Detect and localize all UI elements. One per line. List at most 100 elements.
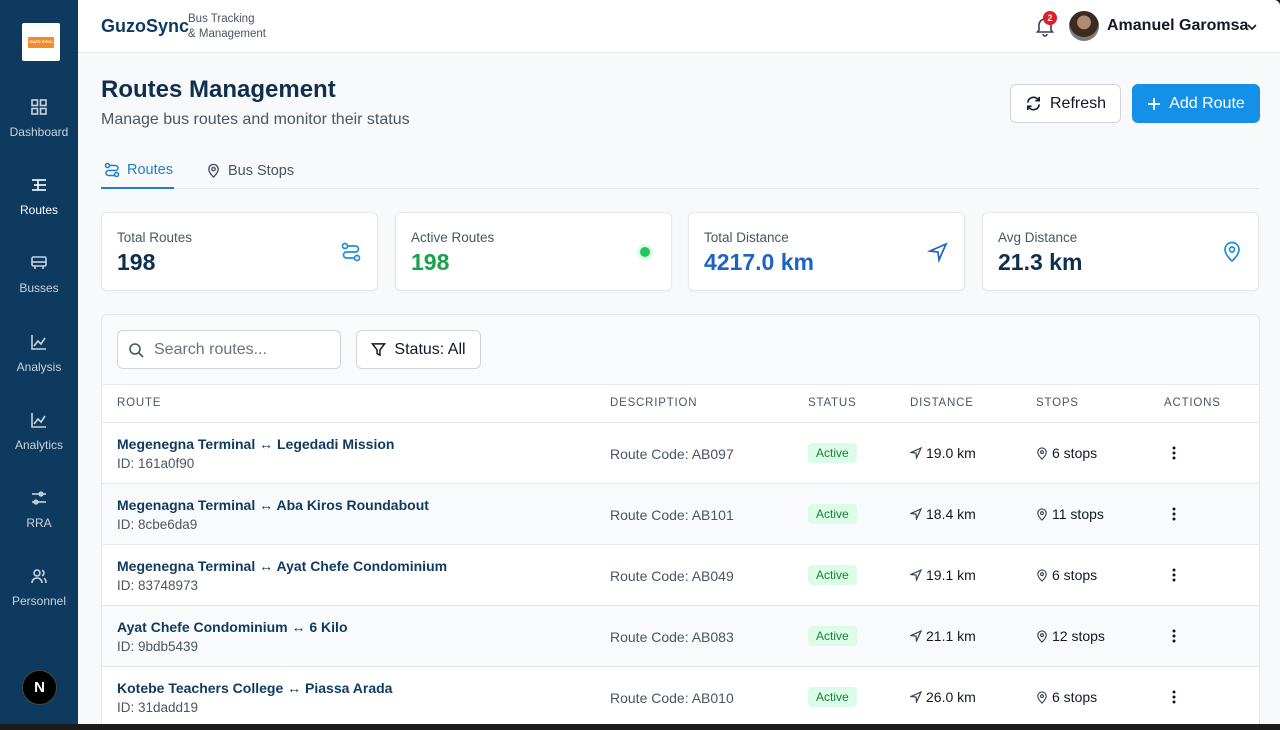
route-description: Route Code: AB083: [610, 629, 734, 645]
next-badge[interactable]: N: [22, 670, 57, 705]
more-vertical-icon: [1172, 446, 1176, 460]
navigation-arrow-icon: [910, 691, 922, 703]
status-dot-icon: [637, 244, 653, 260]
search-box: [117, 330, 341, 369]
status-badge: Active: [808, 626, 857, 646]
stat-card-total-distance: Total Distance 4217.0 km: [688, 212, 965, 291]
status-badge: Active: [808, 565, 857, 585]
column-header-description: DESCRIPTION: [610, 397, 698, 409]
stat-card-active-routes: Active Routes 198: [395, 212, 672, 291]
status-badge: Active: [808, 687, 857, 707]
route-icon: [341, 242, 361, 262]
refresh-icon: [1027, 96, 1040, 111]
route-distance: 19.0 km: [910, 445, 976, 461]
route-name[interactable]: Kotebe Teachers College ↔ Piassa Arada: [117, 680, 393, 696]
stat-card-avg-distance: Avg Distance 21.3 km: [982, 212, 1259, 291]
navigation-arrow-icon: [910, 447, 922, 459]
route-name[interactable]: Megenegna Terminal ↔ Legedadi Mission: [117, 436, 395, 452]
stops-value: 12 stops: [1052, 628, 1105, 644]
route-distance: 26.0 km: [910, 689, 976, 705]
tab-routes[interactable]: Routes: [101, 152, 174, 189]
row-actions-button[interactable]: [1164, 442, 1184, 464]
sidebar-item-busses[interactable]: Busses: [0, 246, 78, 306]
table-toolbar: Status: All: [102, 315, 1259, 385]
sidebar-item-personnel[interactable]: Personnel: [0, 559, 78, 619]
bus-icon: [28, 252, 50, 274]
map-pin-icon: [1224, 241, 1240, 263]
add-route-label: Add Route: [1169, 94, 1245, 112]
sidebar-item-label: Busses: [19, 281, 59, 295]
tab-bar: Routes Bus Stops: [101, 152, 1259, 189]
sidebar-item-analytics[interactable]: Analytics: [0, 403, 78, 463]
route-distance: 19.1 km: [910, 567, 976, 583]
row-actions-button[interactable]: [1164, 686, 1184, 708]
column-header-status: STATUS: [808, 397, 857, 409]
top-bar: GuzoSync Bus Tracking & Management 2 Ama…: [78, 0, 1280, 53]
search-input[interactable]: [154, 331, 334, 368]
logo-mark-icon: GUZO SYNC: [28, 36, 54, 48]
column-header-route: ROUTE: [117, 397, 162, 409]
add-route-button[interactable]: Add Route: [1132, 84, 1260, 123]
map-pin-icon: [208, 163, 219, 178]
route-stops: 6 stops: [1036, 567, 1097, 583]
stat-value: 198: [411, 249, 450, 275]
route-description: Route Code: AB049: [610, 568, 734, 584]
status-badge: Active: [808, 443, 857, 463]
map-pin-icon: [1037, 507, 1047, 521]
main-content: GuzoSync Bus Tracking & Management 2 Ama…: [78, 0, 1280, 724]
page-title: Routes Management: [101, 76, 336, 103]
row-actions-button[interactable]: [1164, 503, 1184, 525]
sidebar-item-label: Personnel: [11, 594, 67, 608]
user-name[interactable]: Amanuel Garomsa: [1107, 17, 1249, 34]
route-icon: [104, 162, 120, 177]
tab-bus-stops[interactable]: Bus Stops: [206, 152, 294, 189]
sidebar-item-dashboard[interactable]: Dashboard: [0, 90, 78, 150]
route-distance: 18.4 km: [910, 506, 976, 522]
sidebar: GUZO SYNC Dashboard Routes Busses Analys…: [0, 0, 78, 724]
status-filter-button[interactable]: Status: All: [356, 330, 481, 369]
route-name[interactable]: Megenagna Terminal ↔ Aba Kiros Roundabou…: [117, 497, 429, 513]
sidebar-item-label: Dashboard: [9, 125, 69, 139]
app-logo[interactable]: GUZO SYNC: [22, 23, 60, 61]
stops-value: 6 stops: [1052, 689, 1098, 705]
table-header: ROUTE DESCRIPTION STATUS DISTANCE STOPS …: [102, 385, 1259, 422]
map-pin-icon: [1037, 568, 1047, 582]
notification-count-badge: 2: [1043, 11, 1057, 25]
route-id: ID: 161a0f90: [117, 456, 195, 471]
routes-icon: [28, 174, 50, 196]
sidebar-item-routes[interactable]: Routes: [0, 168, 78, 228]
route-id: ID: 31dadd19: [117, 700, 199, 715]
table-row[interactable]: Megenegna Terminal ↔ Legedadi Mission ID…: [102, 422, 1259, 483]
route-description: Route Code: AB101: [610, 507, 734, 523]
row-actions-button[interactable]: [1164, 625, 1184, 647]
stat-label: Total Routes: [117, 230, 193, 245]
table-row[interactable]: Megenegna Terminal ↔ Ayat Chefe Condomin…: [102, 544, 1259, 605]
chevron-down-icon[interactable]: [1245, 20, 1259, 34]
sidebar-item-label: Analytics: [14, 438, 64, 452]
stat-label: Active Routes: [411, 230, 495, 245]
table-row[interactable]: Kotebe Teachers College ↔ Piassa Arada I…: [102, 666, 1259, 724]
column-header-distance: DISTANCE: [910, 397, 974, 409]
refresh-button[interactable]: Refresh: [1010, 84, 1121, 123]
table-row[interactable]: Megenagna Terminal ↔ Aba Kiros Roundabou…: [102, 483, 1259, 544]
sliders-icon: [28, 487, 50, 509]
map-pin-icon: [1037, 690, 1047, 704]
stat-label: Avg Distance: [998, 230, 1078, 245]
route-name[interactable]: Ayat Chefe Condominium ↔ 6 Kilo: [117, 619, 348, 635]
table-row[interactable]: Ayat Chefe Condominium ↔ 6 Kilo ID: 9bdb…: [102, 605, 1259, 666]
navigation-arrow-icon: [910, 508, 922, 520]
chart-line-icon: [28, 409, 50, 431]
sidebar-item-rra[interactable]: RRA: [0, 481, 78, 541]
search-icon: [129, 343, 144, 358]
filter-icon: [371, 343, 387, 357]
tab-label: Routes: [127, 161, 173, 178]
row-actions-button[interactable]: [1164, 564, 1184, 586]
sidebar-item-analysis[interactable]: Analysis: [0, 325, 78, 385]
route-stops: 11 stops: [1036, 506, 1104, 522]
brand-tagline-line2: & Management: [188, 28, 266, 40]
filter-label: Status: All: [394, 340, 466, 358]
tab-label: Bus Stops: [228, 162, 295, 179]
route-name[interactable]: Megenegna Terminal ↔ Ayat Chefe Condomin…: [117, 558, 448, 574]
avatar[interactable]: [1069, 11, 1099, 41]
route-stops: 6 stops: [1036, 689, 1097, 705]
